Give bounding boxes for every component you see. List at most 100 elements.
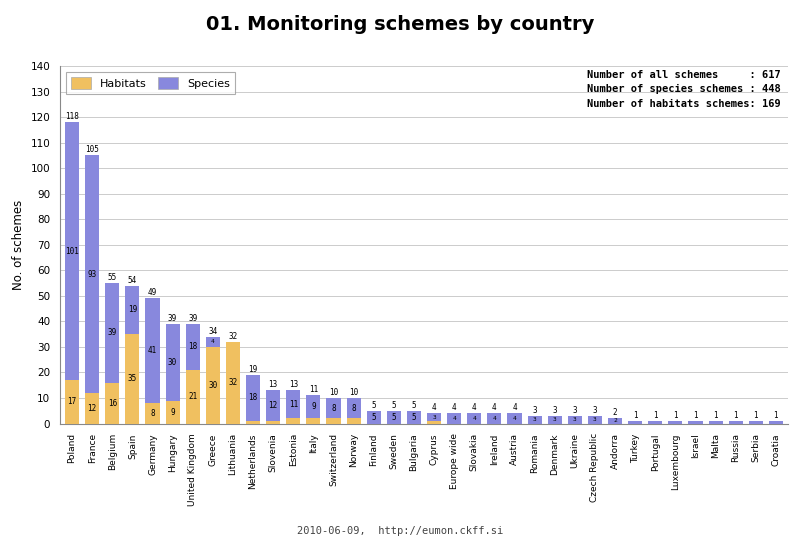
Text: 41: 41: [148, 346, 157, 355]
Bar: [588, 416, 602, 424]
Text: 1: 1: [754, 411, 758, 420]
Bar: [306, 395, 321, 419]
Text: 101: 101: [65, 246, 79, 256]
Text: 35: 35: [128, 375, 137, 383]
Text: 3: 3: [573, 417, 577, 422]
Text: 49: 49: [148, 288, 157, 298]
Bar: [65, 380, 79, 424]
Text: 4: 4: [452, 403, 457, 412]
Text: 1: 1: [653, 411, 658, 420]
Text: 54: 54: [128, 276, 137, 284]
Bar: [507, 413, 522, 424]
Bar: [467, 413, 482, 424]
Bar: [427, 421, 441, 424]
Text: 30: 30: [168, 358, 178, 367]
Bar: [427, 413, 441, 421]
Text: 1: 1: [693, 411, 698, 420]
Bar: [628, 421, 642, 424]
Text: 3: 3: [553, 406, 557, 415]
Text: 5: 5: [391, 412, 396, 422]
Text: 4: 4: [513, 416, 516, 421]
Bar: [206, 347, 220, 424]
Bar: [447, 413, 462, 424]
Text: 13: 13: [289, 380, 298, 389]
Text: 3: 3: [593, 406, 598, 415]
Text: 34: 34: [208, 327, 218, 336]
Text: 5: 5: [391, 401, 396, 410]
Text: 39: 39: [108, 328, 117, 337]
Text: 8: 8: [351, 404, 356, 412]
Bar: [226, 342, 240, 424]
Text: 4: 4: [472, 403, 477, 412]
Text: 32: 32: [228, 332, 238, 341]
Bar: [386, 411, 401, 424]
Bar: [85, 393, 99, 424]
Text: 4: 4: [452, 416, 456, 421]
Bar: [366, 411, 381, 424]
Text: 13: 13: [269, 380, 278, 389]
Text: 3: 3: [432, 415, 436, 420]
Text: 19: 19: [128, 305, 137, 315]
Text: 9: 9: [170, 408, 175, 416]
Text: 1: 1: [734, 411, 738, 420]
Bar: [85, 155, 99, 393]
Text: 93: 93: [87, 270, 97, 279]
Text: 8: 8: [331, 404, 336, 412]
Text: 3: 3: [573, 406, 577, 415]
Bar: [146, 403, 159, 424]
Text: 10: 10: [349, 388, 358, 397]
Text: 11: 11: [289, 400, 298, 409]
Text: 3: 3: [553, 417, 557, 422]
Text: 11: 11: [309, 386, 318, 394]
Bar: [568, 416, 582, 424]
Bar: [749, 421, 763, 424]
Text: 17: 17: [67, 397, 77, 406]
Text: 18: 18: [249, 393, 258, 403]
Text: 3: 3: [533, 417, 537, 422]
Text: 10: 10: [329, 388, 338, 397]
Text: 4: 4: [492, 403, 497, 412]
Text: 4: 4: [473, 416, 476, 421]
Bar: [527, 416, 542, 424]
Text: 4: 4: [493, 416, 496, 421]
Y-axis label: No. of schemes: No. of schemes: [12, 200, 25, 290]
Text: Number of all schemes     : 617
Number of species schemes : 448
Number of habita: Number of all schemes : 617 Number of sp…: [587, 69, 781, 109]
Bar: [126, 285, 139, 334]
Bar: [407, 411, 421, 424]
Bar: [286, 419, 300, 424]
Bar: [166, 400, 180, 424]
Text: 9: 9: [311, 403, 316, 411]
Bar: [186, 370, 200, 424]
Bar: [266, 421, 280, 424]
Text: 19: 19: [249, 365, 258, 374]
Text: 1: 1: [774, 411, 778, 420]
Text: 5: 5: [412, 412, 416, 422]
Bar: [648, 421, 662, 424]
Text: 39: 39: [188, 314, 198, 323]
Bar: [729, 421, 742, 424]
Text: 01. Monitoring schemes by country: 01. Monitoring schemes by country: [206, 15, 594, 34]
Text: 2: 2: [613, 408, 618, 417]
Text: 4: 4: [432, 403, 436, 412]
Bar: [346, 419, 361, 424]
Bar: [487, 413, 502, 424]
Bar: [246, 375, 260, 421]
Text: 30: 30: [208, 381, 218, 390]
Text: 39: 39: [168, 314, 178, 323]
Text: 8: 8: [150, 409, 155, 418]
Text: 1: 1: [714, 411, 718, 420]
Bar: [206, 337, 220, 347]
Text: 12: 12: [87, 404, 97, 412]
Text: 32: 32: [228, 378, 238, 387]
Bar: [346, 398, 361, 419]
Text: 1: 1: [633, 411, 638, 420]
Bar: [306, 419, 321, 424]
Bar: [608, 419, 622, 424]
Text: 5: 5: [371, 412, 376, 422]
Bar: [689, 421, 702, 424]
Bar: [146, 298, 159, 403]
Text: 2: 2: [613, 419, 617, 424]
Bar: [326, 398, 341, 419]
Text: 55: 55: [108, 273, 117, 282]
Text: 4: 4: [512, 403, 517, 412]
